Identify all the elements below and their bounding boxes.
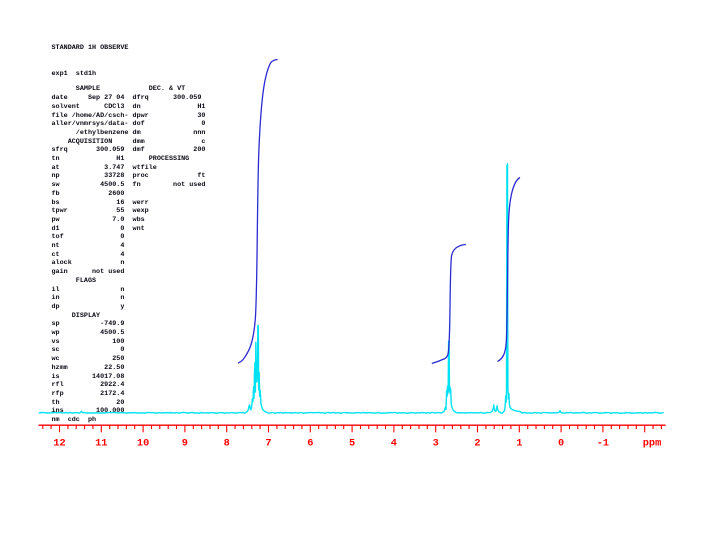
svg-text:12: 12	[53, 437, 65, 449]
svg-text:-1: -1	[597, 437, 609, 449]
svg-text:2: 2	[474, 437, 480, 449]
svg-text:4: 4	[391, 437, 397, 449]
svg-text:1: 1	[516, 437, 522, 449]
svg-text:ppm: ppm	[643, 437, 662, 449]
svg-text:3: 3	[433, 437, 439, 449]
svg-text:9: 9	[182, 437, 188, 449]
svg-text:8: 8	[224, 437, 230, 449]
svg-text:10: 10	[137, 437, 149, 449]
svg-text:5: 5	[349, 437, 355, 449]
svg-text:6: 6	[307, 437, 313, 449]
svg-text:7: 7	[265, 437, 271, 449]
svg-text:0: 0	[558, 437, 564, 449]
svg-text:11: 11	[95, 437, 107, 449]
